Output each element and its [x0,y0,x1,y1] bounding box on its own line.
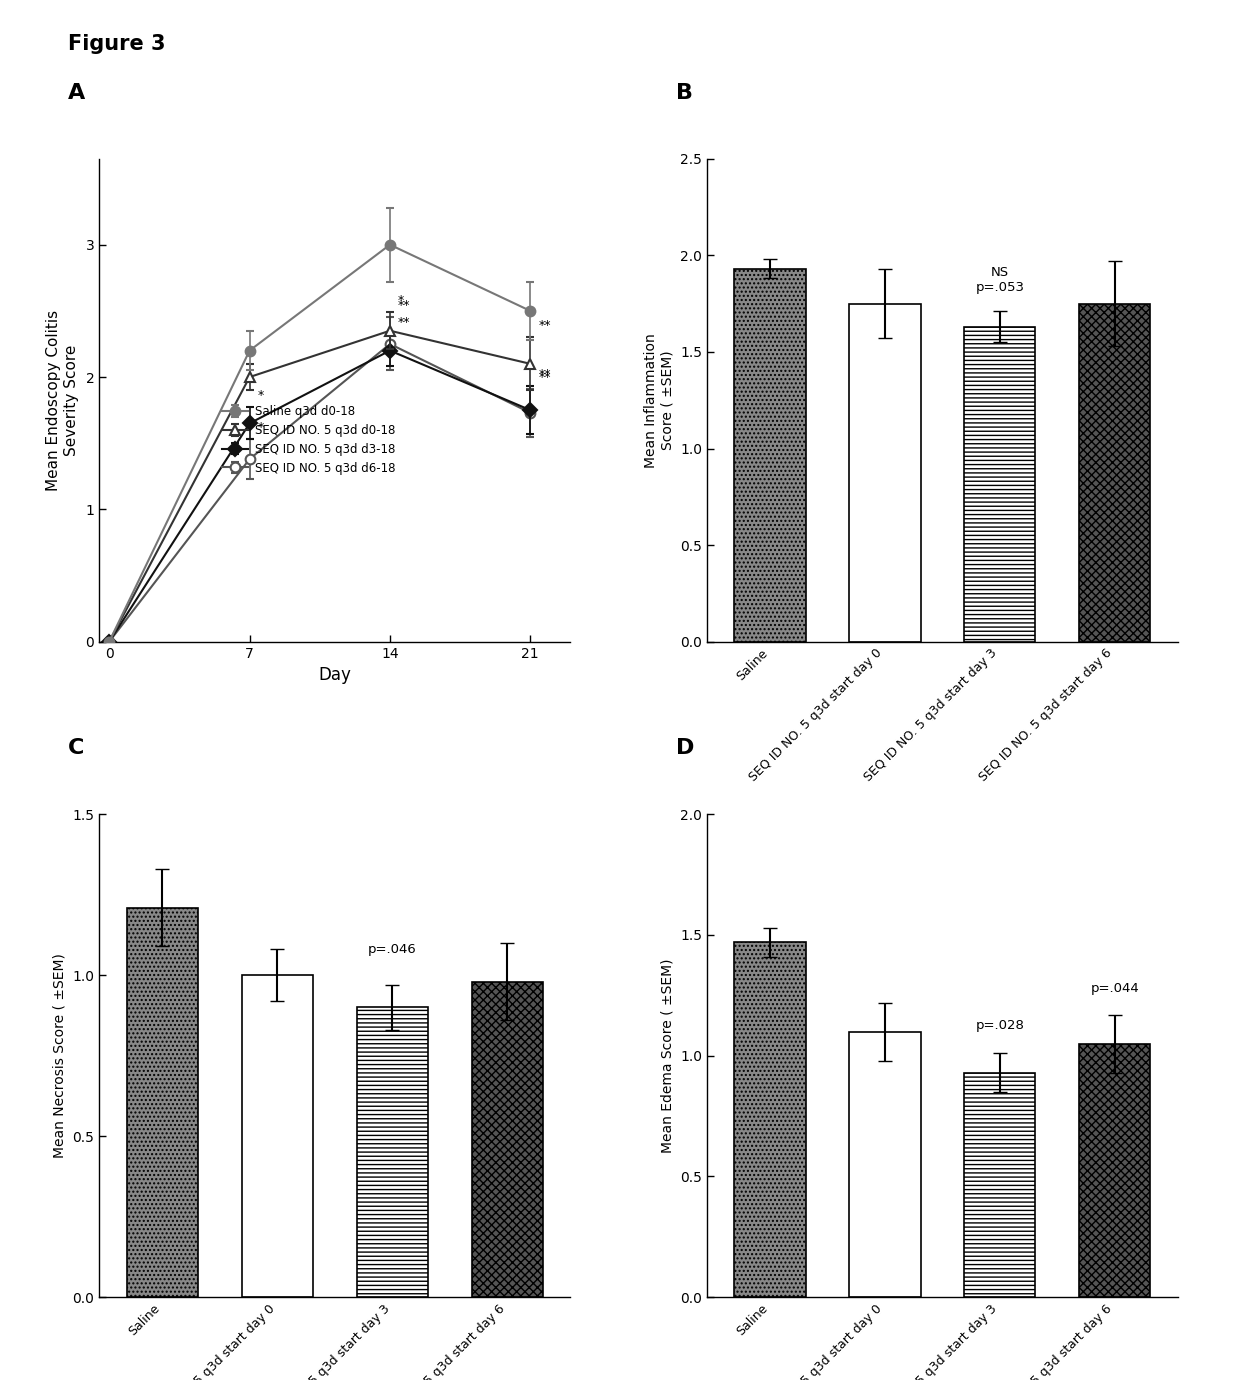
Bar [1079,1043,1151,1297]
Bar [734,269,806,642]
Bar [357,1007,428,1297]
Text: *: * [258,389,264,402]
Bar [849,1032,920,1297]
Text: NS
p=.053: NS p=.053 [976,266,1024,294]
Text: p=.028: p=.028 [976,1018,1024,1032]
Bar [849,304,920,642]
X-axis label: Day: Day [319,667,351,684]
Text: **: ** [538,368,551,381]
Y-axis label: Mean Necrosis Score ( ±SEM): Mean Necrosis Score ( ±SEM) [53,954,67,1158]
Bar [126,908,198,1297]
Text: **: ** [538,319,551,333]
Text: **: ** [538,371,551,384]
Text: p=.046: p=.046 [368,943,417,956]
Y-axis label: Mean Inflammation
Score ( ±SEM): Mean Inflammation Score ( ±SEM) [645,333,675,468]
Text: *: * [398,294,404,306]
Bar [242,976,312,1297]
Bar [1079,304,1151,642]
Text: B: B [676,83,693,102]
Text: **: ** [398,316,410,330]
Y-axis label: Mean Edema Score ( ±SEM): Mean Edema Score ( ±SEM) [661,959,675,1152]
Text: *: * [258,421,264,433]
Text: D: D [676,738,694,758]
Text: A: A [68,83,86,102]
Text: Figure 3: Figure 3 [68,34,166,54]
Text: **: ** [398,299,410,312]
Bar [471,981,543,1297]
Bar [965,327,1035,642]
Bar [965,1072,1035,1297]
Legend: Saline q3d d0-18, SEQ ID NO. 5 q3d d0-18, SEQ ID NO. 5 q3d d3-18, SEQ ID NO. 5 q: Saline q3d d0-18, SEQ ID NO. 5 q3d d0-18… [217,400,401,479]
Text: C: C [68,738,84,758]
Bar [734,943,806,1297]
Text: p=.044: p=.044 [1090,983,1140,995]
Y-axis label: Mean Endoscopy Colitis
Severity Score: Mean Endoscopy Colitis Severity Score [46,309,78,491]
